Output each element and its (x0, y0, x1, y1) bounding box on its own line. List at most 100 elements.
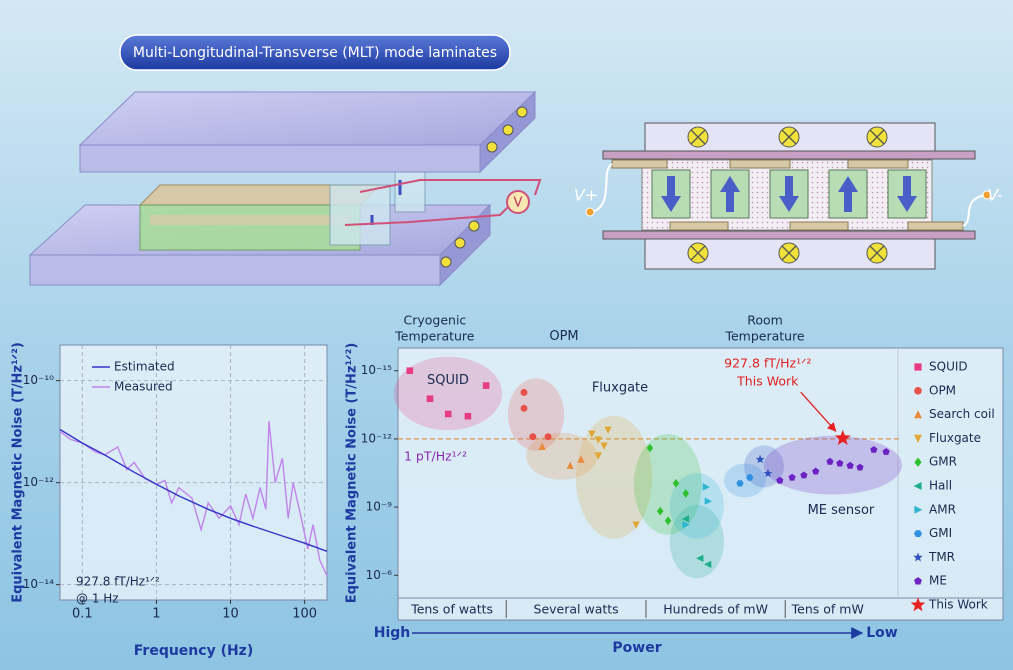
data-point (681, 515, 690, 523)
annotation: 927.8 fT/Hz¹ᐟ² (724, 356, 811, 371)
data-point (538, 442, 546, 450)
x-tick-label: 100 (292, 607, 317, 622)
y-tick-label: 10⁻¹⁵ (361, 363, 392, 377)
region-label: Temperature (724, 329, 804, 344)
data-point (846, 461, 854, 469)
group-ellipse (393, 356, 503, 431)
data-point (696, 554, 704, 562)
legend-label: Measured (114, 380, 173, 394)
legend-label: Search coil (929, 407, 995, 421)
data-point (544, 433, 552, 441)
group-label: ME sensor (808, 503, 875, 518)
x-axis-label: Frequency (Hz) (134, 643, 253, 659)
voltage-positive: V+ (574, 186, 598, 205)
legend-marker (914, 434, 922, 443)
data-point (755, 454, 765, 464)
data-point (746, 474, 754, 481)
data-point (856, 463, 864, 471)
data-point (834, 429, 851, 445)
legend-marker (914, 410, 922, 419)
legend-label: This Work (928, 598, 988, 612)
data-point (672, 479, 680, 488)
legend-label: Hall (929, 479, 952, 493)
data-point (588, 430, 596, 438)
y-tick-label: 10⁻¹² (23, 475, 54, 489)
meter-label: V (514, 196, 523, 211)
region-label: Temperature (394, 329, 474, 344)
data-point (682, 521, 690, 529)
legend-marker (913, 552, 923, 562)
band-label: Hundreds of mW (663, 602, 768, 617)
data-point (594, 436, 602, 444)
data-point (702, 483, 710, 491)
legend-label: GMR (929, 455, 957, 469)
data-point (682, 489, 690, 498)
legend-marker (914, 457, 922, 467)
legend-label: TMR (928, 550, 955, 564)
banner-title: Multi-Longitudinal-Transverse (MLT) mode… (133, 45, 497, 61)
group-ellipse (633, 433, 702, 535)
data-point (656, 506, 664, 516)
y-tick-label: 10⁻⁹ (366, 500, 393, 514)
data-point (788, 473, 796, 481)
data-point (882, 448, 890, 455)
legend-label: AMR (929, 502, 956, 516)
data-point (482, 382, 490, 389)
data-point (646, 443, 654, 453)
legend-marker (914, 505, 923, 514)
legend-marker (913, 482, 922, 490)
group-ellipse (507, 378, 565, 451)
legend-label: GMI (929, 526, 952, 540)
data-point (704, 497, 712, 505)
legend-label: OPM (929, 383, 956, 397)
y-tick-label: 10⁻¹⁰ (23, 373, 54, 387)
data-point (604, 426, 612, 434)
data-point (464, 412, 472, 420)
data-point (520, 388, 528, 396)
legend-label: SQUID (929, 360, 968, 374)
band-label: Tens of watts (410, 602, 493, 617)
y-tick-label: 10⁻¹⁴ (23, 577, 54, 591)
plot-area-noise (59, 344, 328, 601)
annotation: This Work (736, 374, 799, 389)
group-label: SQUID (427, 373, 469, 388)
voltage-negative: V- (987, 186, 1003, 205)
legend-marker (914, 577, 922, 585)
data-point (632, 521, 640, 529)
data-point (826, 457, 834, 465)
annotation: 927.8 fT/Hz¹ᐟ² (76, 575, 160, 589)
banner (119, 34, 511, 71)
group-ellipse (575, 415, 653, 539)
y-tick-label: 10⁻¹² (361, 431, 392, 445)
data-point (812, 467, 820, 475)
x-end-label: High (374, 625, 411, 641)
data-point (577, 455, 585, 463)
data-point (529, 433, 537, 441)
data-point (800, 471, 808, 479)
data-point (406, 367, 414, 374)
series-line (59, 421, 328, 576)
data-point (566, 461, 574, 469)
x-end-label: Low (866, 625, 898, 641)
legend-marker (914, 363, 922, 371)
group-ellipse (763, 435, 903, 495)
legend-label: ME (929, 574, 947, 588)
cross-section (585, 122, 992, 270)
region-label: Room (747, 313, 783, 328)
plot-area-comparison (397, 347, 1004, 621)
data-point (664, 516, 672, 526)
annotation: @ 1 Hz (76, 592, 119, 606)
group-label: OPM (549, 329, 578, 344)
legend-marker (914, 530, 922, 537)
data-point (426, 395, 434, 402)
reference-label: 1 pT/Hz¹ᐟ² (404, 448, 467, 463)
group-ellipse (526, 432, 598, 480)
group-ellipse (744, 445, 784, 488)
legend-marker (910, 597, 926, 612)
group-label: Fluxgate (592, 380, 648, 395)
band-label: Several watts (534, 602, 619, 617)
data-point (870, 446, 878, 453)
band-label: Tens of mW (791, 602, 864, 617)
y-axis-label: Equivalent Magnetic Noise (T/Hz¹ᐟ²) (11, 342, 26, 603)
